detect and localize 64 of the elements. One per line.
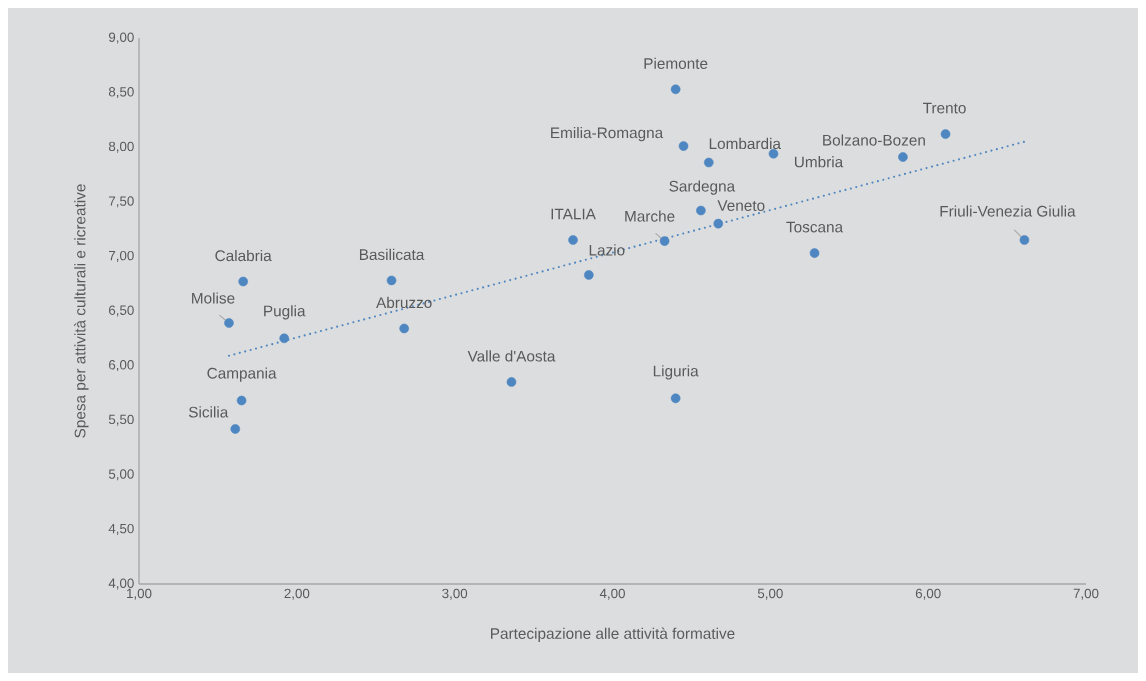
y-tick-label: 4,00 (108, 578, 134, 590)
annotation: Molise (192, 292, 235, 304)
point (696, 205, 706, 216)
annotation: Sicilia (188, 406, 229, 418)
x-tick-label: 5,00 (757, 588, 783, 600)
point (703, 157, 714, 168)
annotation: Calabria (215, 249, 272, 262)
point (238, 276, 248, 287)
point (236, 395, 247, 406)
x-tick-label: 7,00 (1073, 588, 1099, 600)
point (768, 148, 779, 159)
x-axis-title: Partecipazione alle attività formative (491, 627, 735, 642)
annotation: Marche (625, 210, 675, 222)
point (1019, 235, 1030, 245)
point (670, 393, 681, 404)
annotation: Basilicata (359, 248, 425, 261)
annotation: Piemonte (644, 57, 708, 69)
point (506, 377, 517, 387)
y-tick-label: 5,50 (108, 414, 134, 426)
y-tick-label: 6,00 (109, 360, 134, 372)
x-tick-label: 6,00 (915, 588, 941, 600)
annotation: Liguria (653, 365, 699, 380)
point (659, 236, 670, 246)
annotation: Valle d'Aosta (467, 350, 556, 362)
point (809, 248, 820, 258)
annotation: Lazio (589, 244, 625, 256)
point (940, 129, 951, 139)
point (670, 84, 681, 95)
annotation: Friuli-Venezia Giulia (940, 205, 1076, 217)
annotation: Campania (207, 367, 277, 382)
point (678, 141, 689, 151)
point (399, 323, 409, 334)
annotation: Toscana (786, 221, 844, 233)
annotation: Bolzano-Bozen (823, 134, 925, 146)
y-tick-label: 7,00 (109, 250, 134, 262)
y-tick-label: 5,00 (108, 469, 134, 481)
x-tick-label: 2,00 (284, 588, 310, 600)
x-tick-label: 1,00 (127, 588, 152, 600)
point (230, 424, 241, 434)
annotation: Sardegna (669, 180, 736, 195)
annotation: Abruzzo (376, 296, 432, 309)
point (898, 152, 908, 162)
x-tick-label: 4,00 (599, 588, 625, 600)
point (279, 333, 290, 344)
y-tick-label: 7,50 (109, 196, 134, 208)
y-tick-label: 6,50 (109, 305, 134, 317)
y-tick-label: 4,50 (108, 523, 134, 535)
y-axis-title: Spesa per attività culturali e ricreative (74, 184, 89, 438)
point (386, 275, 397, 286)
annotation: ITALIA (551, 208, 596, 220)
y-tick-label: 9,00 (108, 32, 134, 44)
y-tick-label: 8,50 (108, 87, 134, 99)
annotation: Trento (922, 102, 966, 114)
point (568, 235, 578, 245)
annotation: Emilia-Romagna (551, 126, 664, 142)
point (713, 218, 724, 229)
annotation: Puglia (264, 305, 306, 320)
point (224, 318, 234, 328)
y-tick-label: 8,00 (108, 141, 134, 153)
x-tick-label: 3,00 (442, 588, 468, 600)
annotation: Veneto (717, 200, 765, 211)
annotation: Lombardia (709, 137, 781, 150)
point (584, 270, 594, 280)
annotation: Umbria (794, 156, 844, 168)
